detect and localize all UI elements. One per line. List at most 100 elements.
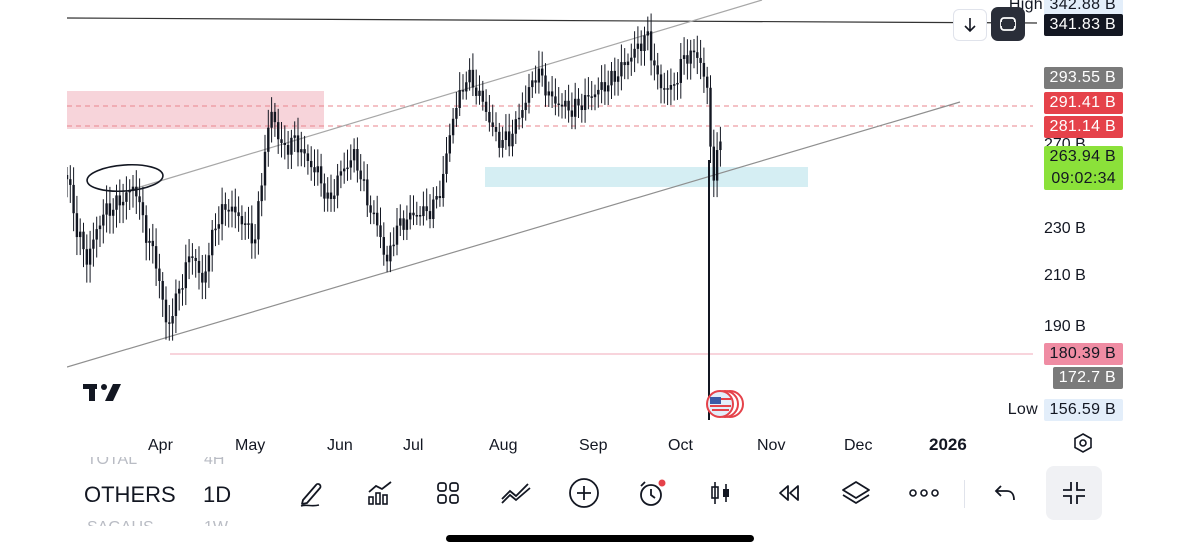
candle-body	[610, 70, 613, 86]
candle-body	[696, 52, 699, 58]
indicators-button[interactable]	[359, 472, 401, 514]
symbol-selector[interactable]: OTHERS	[84, 482, 176, 507]
candle-body	[471, 69, 475, 88]
candle-body	[161, 280, 164, 300]
layouts-button[interactable]	[427, 472, 469, 514]
alerts-button[interactable]	[631, 472, 673, 514]
candle-body	[537, 68, 541, 83]
candle-body	[263, 151, 267, 186]
replay-button[interactable]	[767, 472, 809, 514]
candle-body	[534, 80, 537, 83]
bottom-toolbar: TOTAL 4H OTHERS 1D SAGAUS 1W	[67, 457, 1133, 526]
layers-icon	[842, 481, 870, 504]
candle-body	[349, 160, 352, 168]
candle-body	[438, 196, 442, 199]
candle-body	[643, 35, 646, 52]
drawing-tools-button[interactable]	[291, 472, 333, 514]
candle-body	[270, 111, 273, 128]
candle-body	[692, 50, 696, 53]
candle-body	[521, 110, 524, 118]
chart-settings-button[interactable]	[1072, 432, 1094, 454]
candle-body	[508, 131, 511, 147]
fullscreen-toggle-button[interactable]	[991, 7, 1025, 41]
candle-body	[352, 149, 356, 161]
candle-body	[663, 88, 666, 90]
price-chart[interactable]: Apr May Jun Jul Aug Sep Oct Nov Dec 2026	[67, 0, 1133, 460]
home-indicator	[446, 535, 754, 542]
y-tick-label: 190 B	[1044, 318, 1086, 335]
toolbar-divider	[964, 480, 965, 508]
candle-body	[356, 149, 359, 171]
candle-body	[633, 48, 636, 58]
price-tag-291: 291.41 B	[1043, 92, 1123, 114]
candle-body	[112, 209, 115, 216]
candle-body	[102, 214, 105, 226]
candle-body	[607, 85, 610, 92]
candle-body	[409, 212, 412, 220]
x-tick-label: Aug	[489, 437, 517, 454]
supply-zone[interactable]	[67, 91, 324, 129]
us-flag-event-icon[interactable]	[706, 390, 744, 418]
candle-body	[362, 179, 366, 181]
candle-body	[514, 119, 517, 134]
time-axis[interactable]: Apr May Jun Jul Aug Sep Oct Nov Dec 2026	[148, 435, 967, 454]
candle-body	[564, 100, 567, 107]
channel-upper[interactable]	[129, 0, 763, 191]
candle-body	[277, 122, 280, 140]
chart-canvas[interactable]: Apr May Jun Jul Aug Sep Oct Nov Dec 2026	[67, 0, 1133, 460]
candle-body	[98, 225, 102, 230]
indicators-icon	[368, 481, 392, 505]
undo-button[interactable]	[984, 472, 1026, 514]
x-tick-label: Jun	[327, 437, 353, 454]
candle-body	[178, 288, 181, 294]
candle-body	[220, 204, 224, 225]
candle-body	[151, 240, 154, 247]
chart-type-button[interactable]	[699, 472, 741, 514]
candle-body	[653, 60, 656, 66]
candle-body	[432, 199, 435, 220]
interval-prev[interactable]: 4H	[204, 457, 225, 467]
candle-body	[92, 239, 95, 249]
candle-body	[323, 183, 326, 199]
candle-body	[676, 82, 679, 85]
resistance-line[interactable]	[67, 17, 1038, 24]
candle-body	[379, 225, 382, 238]
candle-body	[303, 149, 306, 154]
candle-body	[412, 212, 415, 216]
object-tree-button[interactable]	[835, 472, 877, 514]
x-tick-label: Apr	[148, 437, 174, 454]
candle-body	[174, 293, 178, 317]
candle-body	[313, 167, 316, 173]
candle-body	[283, 142, 286, 145]
candle-body	[719, 141, 722, 151]
x-tick-label: May	[235, 437, 265, 454]
channel-lower[interactable]	[67, 101, 961, 368]
symbol-next[interactable]: SAGAUS	[87, 517, 154, 526]
candle-body	[171, 316, 174, 324]
scroll-to-latest-button[interactable]	[953, 9, 987, 41]
candle-body	[567, 100, 570, 111]
price-tag-293-value: 293.55 B	[1049, 69, 1116, 86]
interval-selector[interactable]: 1D	[203, 482, 232, 507]
candle-body	[336, 175, 339, 196]
demand-zone[interactable]	[485, 167, 808, 187]
candle-body	[79, 231, 82, 238]
hand-drawn-ellipse[interactable]	[86, 162, 164, 193]
candle-body	[511, 133, 514, 147]
price-tag-281-value: 281.14 B	[1049, 118, 1116, 135]
candle-body	[333, 195, 336, 199]
compare-button[interactable]	[495, 472, 537, 514]
candle-body	[702, 62, 706, 77]
more-button[interactable]	[903, 472, 945, 514]
candle-body	[475, 87, 478, 96]
symbol-prev[interactable]: TOTAL	[87, 457, 138, 467]
candle-body	[121, 201, 125, 206]
compare-lines-icon	[501, 483, 531, 504]
add-button[interactable]	[563, 472, 605, 514]
candle-body	[501, 140, 504, 148]
interval-next[interactable]: 1W	[204, 517, 228, 526]
exit-fullscreen-button[interactable]	[1046, 466, 1102, 520]
plus-circle-icon	[569, 478, 599, 508]
candle-body	[69, 179, 72, 185]
